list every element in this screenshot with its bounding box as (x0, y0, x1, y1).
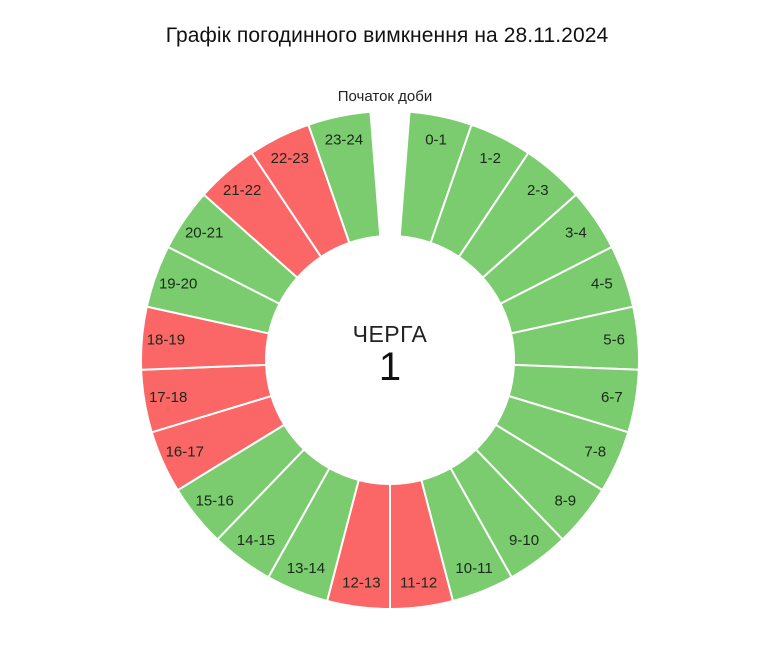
slice-label: 12-13 (342, 575, 380, 592)
slice-label: 0-1 (425, 131, 447, 148)
day-start-annotation: Початок доби (337, 88, 433, 105)
slice-label: 19-20 (159, 276, 197, 293)
slice-label: 14-15 (237, 532, 275, 549)
slice-label: 1-2 (479, 150, 501, 167)
slice-label: 15-16 (195, 493, 233, 510)
slice-label: 21-22 (223, 182, 261, 199)
slice-label: 2-3 (527, 182, 549, 199)
slice-label: 23-24 (325, 131, 363, 148)
queue-label: ЧЕРГА (352, 321, 428, 347)
slice-label: 8-9 (554, 493, 576, 510)
slice-label: 3-4 (565, 225, 587, 242)
slice-label: 20-21 (185, 225, 223, 242)
slice-label: 6-7 (601, 389, 623, 406)
donut-slice-labels: 0-1 1-2 2-3 3-4 4-5 5-6 6-7 7-8 8-9 9-10 10-11 11-1… (147, 131, 625, 591)
slice-label: 5-6 (603, 332, 625, 349)
donut-slices (140, 110, 640, 611)
slice-label: 18-19 (147, 332, 185, 349)
slice-label: 9-10 (509, 532, 539, 549)
slice-label: 11-12 (400, 575, 437, 592)
slice-label: 17-18 (149, 389, 187, 406)
slice-label: 16-17 (166, 444, 204, 461)
slice-label: 7-8 (584, 444, 606, 461)
chart-title: Графік погодинного вимкнення на 28.11.20… (165, 24, 609, 47)
slice-23-24-power-on (307, 110, 382, 245)
slice-label: 4-5 (591, 276, 613, 293)
slice-label: 10-11 (455, 560, 492, 577)
slice-label: 13-14 (287, 560, 325, 577)
slice-label: 22-23 (271, 150, 309, 167)
queue-number: 1 (378, 345, 402, 389)
